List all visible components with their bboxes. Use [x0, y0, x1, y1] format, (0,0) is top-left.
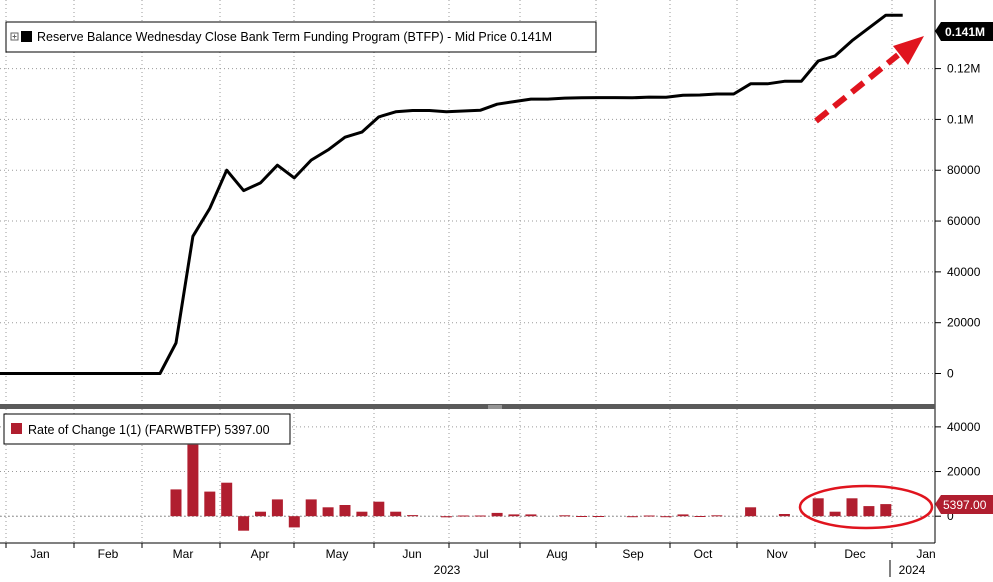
- rate-bar: [322, 507, 334, 517]
- rate-bar: [221, 482, 233, 517]
- rate-bar: [187, 444, 199, 517]
- month-label: Feb: [98, 547, 119, 561]
- month-gridlines: [5, 0, 893, 543]
- trend-arrow-head: [893, 36, 924, 65]
- month-labels: Jan Feb Mar Apr May Jun Jul Aug Sep Oct Nov Dec Jan: [5, 543, 936, 561]
- rate-bar: [238, 516, 250, 531]
- lower-legend-swatch: [11, 423, 22, 434]
- month-label: Jan: [916, 547, 935, 561]
- rate-bar: [829, 511, 841, 517]
- rate-bar: [271, 499, 283, 517]
- rate-bar: [491, 512, 503, 517]
- rate-bar: [626, 516, 638, 518]
- expand-icon[interactable]: [10, 32, 19, 41]
- rate-bar: [407, 515, 419, 517]
- btfp-series-line: [0, 13, 903, 375]
- rate-bar: [812, 498, 824, 517]
- rate-bar: [457, 515, 469, 517]
- upper-legend-text: Reserve Balance Wednesday Close Bank Ter…: [37, 30, 552, 44]
- month-label: Apr: [251, 547, 270, 561]
- month-label: May: [326, 547, 349, 561]
- lower-legend-box[interactable]: [3, 413, 291, 445]
- rate-bar: [660, 516, 672, 518]
- upper-last-value-tag: [935, 22, 993, 41]
- rate-bar: [305, 499, 317, 517]
- month-label: Jul: [473, 547, 488, 561]
- upper-last-value-label: 0.141M: [945, 25, 985, 39]
- month-label: Sep: [622, 547, 644, 561]
- lower-last-value-label: 5397.00: [943, 498, 987, 512]
- rate-bar: [863, 506, 875, 517]
- lower-y-tick-label: 0: [947, 509, 954, 523]
- rate-bar: [846, 498, 858, 517]
- rate-bar: [694, 516, 706, 517]
- rate-bar: [255, 511, 266, 517]
- month-label: Jun: [402, 547, 421, 561]
- month-label: Aug: [546, 547, 567, 561]
- rate-bar: [745, 507, 757, 517]
- rate-bar: [288, 516, 300, 528]
- rate-bar: [880, 504, 892, 517]
- rate-bar: [508, 514, 520, 517]
- upper-legend-swatch: [21, 31, 32, 42]
- year-label-2024: 2024: [899, 563, 926, 577]
- lower-y-tick-label: 40000: [947, 420, 981, 434]
- rate-bar: [390, 511, 402, 517]
- rate-bar: [440, 516, 452, 518]
- rate-bar: [356, 511, 368, 517]
- rate-bar: [643, 515, 655, 517]
- rate-bar: [711, 515, 723, 517]
- trend-arrow-annotation: [814, 36, 924, 124]
- lower-last-value-tag: [935, 495, 993, 514]
- month-label: Oct: [694, 547, 713, 561]
- rate-bar: [373, 501, 385, 517]
- lower-y-tick-label: 20000: [947, 465, 981, 479]
- upper-y-tick-label: 0.1M: [947, 112, 974, 126]
- rate-bar: [593, 516, 604, 517]
- rate-bar: [204, 491, 216, 517]
- month-label: Jan: [30, 547, 49, 561]
- month-label: Nov: [766, 547, 787, 561]
- year-label-2023: 2023: [434, 563, 461, 577]
- lower-legend-text: Rate of Change 1(1) (FARWBTFP) 5397.00: [28, 423, 270, 437]
- trend-arrow-shaft: [814, 52, 900, 124]
- upper-y-tick-labels: 0 20000 40000 60000 80000 0.1M 0.12M: [935, 62, 981, 381]
- lower-y-tick-labels: 0 20000 40000: [935, 420, 981, 523]
- rate-bar: [474, 515, 486, 517]
- rate-bar: [778, 514, 790, 517]
- upper-legend-box[interactable]: [5, 21, 597, 53]
- upper-y-tick-label: 40000: [947, 265, 981, 279]
- rate-bar: [576, 516, 588, 517]
- highlight-ellipse: [798, 484, 934, 530]
- month-label: Dec: [844, 547, 865, 561]
- rate-bar: [525, 514, 537, 517]
- rate-of-change-bars: [0, 444, 935, 531]
- upper-y-tick-label: 80000: [947, 163, 981, 177]
- rate-bar: [170, 489, 182, 517]
- panel-divider[interactable]: [0, 404, 935, 409]
- month-label: Mar: [173, 547, 194, 561]
- upper-y-tick-label: 0: [947, 367, 954, 381]
- rate-bar: [677, 514, 689, 517]
- rate-bar: [559, 515, 571, 517]
- upper-y-tick-label: 20000: [947, 316, 981, 330]
- upper-y-tick-label: 60000: [947, 214, 981, 228]
- upper-y-tick-label: 0.12M: [947, 62, 980, 76]
- rate-bar: [339, 505, 351, 517]
